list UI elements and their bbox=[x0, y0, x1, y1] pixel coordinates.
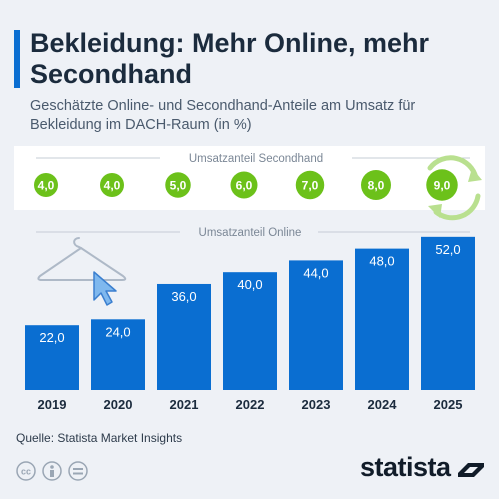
bar-2022 bbox=[223, 272, 277, 390]
bar-2025 bbox=[421, 236, 475, 390]
x-tick-2023: 2023 bbox=[302, 397, 331, 412]
x-tick-2022: 2022 bbox=[236, 397, 265, 412]
secondhand-label-2024: 8,0 bbox=[368, 179, 385, 193]
x-tick-2020: 2020 bbox=[104, 397, 133, 412]
bar-label-2025: 52,0 bbox=[435, 242, 460, 257]
statista-logo-icon bbox=[458, 463, 484, 477]
cc-icon: cc bbox=[16, 461, 36, 481]
secondhand-dot-2024 bbox=[361, 170, 391, 200]
bar-2023 bbox=[289, 260, 343, 390]
bar-label-2023: 44,0 bbox=[303, 265, 328, 280]
secondhand-title: Umsatzanteil Secondhand bbox=[189, 153, 323, 165]
bar-2019 bbox=[25, 325, 79, 390]
secondhand-dot-2025 bbox=[426, 169, 458, 201]
secondhand-dot-2021 bbox=[165, 172, 191, 198]
x-tick-2021: 2021 bbox=[170, 397, 199, 412]
x-axis-labels: 2019 2020 2021 2022 2023 2024 2025 bbox=[38, 397, 463, 412]
secondhand-dot-2023 bbox=[295, 170, 325, 200]
source-note: Quelle: Statista Market Insights bbox=[16, 431, 183, 445]
bar-label-2022: 40,0 bbox=[237, 277, 262, 292]
secondhand-label-2022: 6,0 bbox=[236, 179, 253, 193]
online-bars: 22,0 24,0 36,0 40,0 44,0 48,0 52,0 bbox=[25, 236, 475, 390]
person-icon bbox=[42, 461, 62, 481]
online-title: Umsatzanteil Online bbox=[199, 227, 302, 239]
license-icons: cc bbox=[16, 461, 88, 481]
equals-icon bbox=[68, 461, 88, 481]
secondhand-label-2020: 4,0 bbox=[104, 179, 121, 193]
svg-text:cc: cc bbox=[21, 467, 31, 477]
title-accent-bar bbox=[14, 30, 20, 88]
x-tick-2025: 2025 bbox=[434, 397, 463, 412]
bar-2020 bbox=[91, 319, 145, 390]
bar-label-2019: 22,0 bbox=[39, 330, 64, 345]
secondhand-dot-2019 bbox=[34, 173, 58, 197]
bar-label-2020: 24,0 bbox=[105, 324, 130, 339]
cursor-arrow-icon bbox=[93, 271, 117, 306]
secondhand-dot-2022 bbox=[230, 171, 258, 199]
bar-label-2021: 36,0 bbox=[171, 289, 196, 304]
bar-2024 bbox=[355, 248, 409, 390]
page-subtitle: Geschätzte Online- und Secondhand-Anteil… bbox=[30, 98, 416, 133]
secondhand-values: 4,0 4,0 5,0 6,0 7,0 8,0 9,0 bbox=[34, 169, 458, 201]
secondhand-label-2023: 7,0 bbox=[302, 179, 319, 193]
secondhand-label-2021: 5,0 bbox=[170, 179, 187, 193]
hanger-icon bbox=[37, 237, 127, 281]
secondhand-label-2019: 4,0 bbox=[38, 179, 55, 193]
brand-wordmark: statista bbox=[360, 452, 451, 482]
secondhand-label-2025: 9,0 bbox=[434, 179, 451, 193]
secondhand-header: Umsatzanteil Secondhand bbox=[36, 153, 470, 165]
bar-2021 bbox=[157, 283, 211, 390]
page-title: Bekleidung: Mehr Online, mehr Secondhand bbox=[30, 28, 430, 89]
secondhand-dot-2020 bbox=[100, 173, 124, 197]
bar-label-2024: 48,0 bbox=[369, 254, 394, 269]
x-tick-2019: 2019 bbox=[38, 397, 67, 412]
recycle-icon bbox=[427, 155, 482, 221]
x-tick-2024: 2024 bbox=[368, 397, 398, 412]
online-header: Umsatzanteil Online bbox=[36, 227, 470, 239]
